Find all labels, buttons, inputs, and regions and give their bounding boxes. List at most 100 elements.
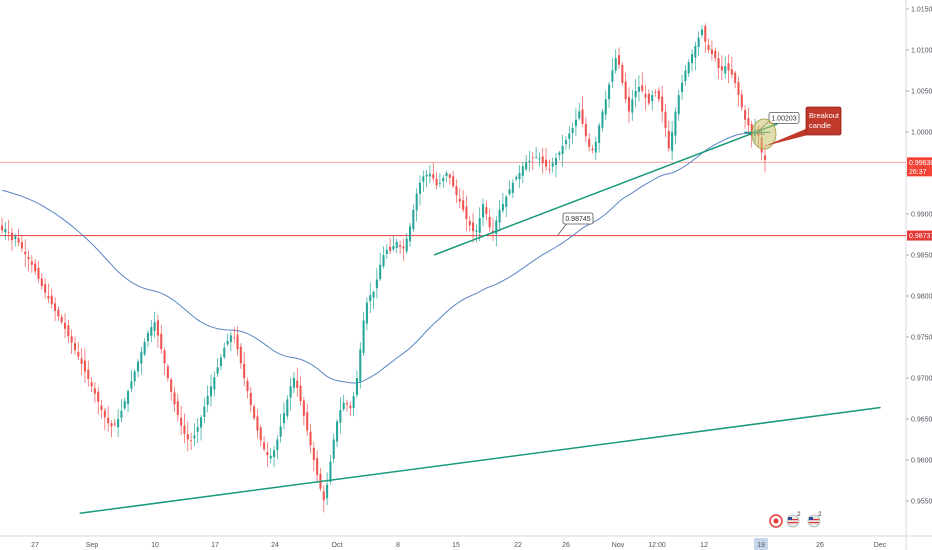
candle-body: [594, 141, 597, 153]
candle-body: [50, 295, 53, 305]
candle-body: [495, 220, 498, 234]
candle-body: [501, 204, 504, 211]
candle-body: [528, 160, 531, 162]
breakout-label-group[interactable]: Breakout candle: [765, 106, 842, 146]
candle-body: [282, 413, 286, 424]
price-tag-label: 0.98737: [909, 233, 932, 240]
candle-body: [10, 232, 13, 241]
candle-body: [554, 158, 558, 166]
candle-body: [130, 381, 133, 389]
price-tag-label: 26:37: [909, 169, 927, 176]
candles: [0, 23, 767, 513]
candle-body: [717, 58, 720, 69]
candle-body: [316, 458, 319, 475]
candle-body: [435, 178, 438, 186]
candle-body: [336, 421, 339, 442]
candle-body: [671, 132, 674, 152]
candle-body: [54, 303, 57, 311]
candle-body: [93, 388, 96, 394]
candle-body: [80, 358, 83, 365]
candle-body: [690, 54, 694, 64]
candle-body: [472, 222, 475, 232]
candle-body: [548, 168, 551, 170]
candle-body: [505, 196, 508, 207]
candle-body: [332, 439, 335, 459]
candle-body: [418, 182, 422, 194]
callout-2-group[interactable]: 0.98745: [557, 212, 594, 236]
candle-body: [412, 209, 415, 230]
candle-body: [478, 218, 481, 233]
candle-body: [515, 177, 518, 180]
candle-body: [239, 346, 242, 364]
candle-body: [249, 392, 252, 406]
candle-body: [352, 396, 355, 408]
candle-body: [621, 64, 624, 83]
candle-body: [73, 343, 77, 351]
us-flag-icon[interactable]: [786, 514, 800, 528]
candle-body: [409, 226, 412, 242]
candle-body: [272, 450, 276, 458]
candle-body: [263, 442, 266, 450]
candle-body: [306, 412, 309, 431]
candle-body: [511, 182, 514, 193]
candle-body: [87, 369, 90, 379]
callout-2-pointer: [557, 222, 568, 236]
candle-body: [498, 209, 501, 223]
candle-body: [216, 367, 219, 374]
candle-body: [292, 378, 295, 388]
candle-body: [710, 49, 713, 55]
candle-body: [269, 455, 272, 459]
candle-body: [581, 109, 584, 124]
candle-body: [186, 434, 189, 440]
events-count-1: 2: [797, 511, 801, 518]
candle-body: [661, 96, 664, 112]
candle-body: [654, 92, 657, 93]
time-tick-label: 8: [396, 542, 400, 549]
breakout-label-line1: Breakout: [809, 111, 840, 120]
candle-body: [395, 241, 398, 248]
price-axis[interactable]: 1.015001.010001.005001.000000.995000.990…: [906, 7, 932, 506]
candle-body: [508, 189, 511, 195]
candle-body: [34, 263, 37, 272]
candle-body: [309, 431, 312, 446]
candle-body: [651, 95, 654, 102]
candle-body: [422, 176, 425, 182]
candle-body: [369, 295, 372, 302]
candle-body: [385, 250, 388, 255]
candle-body: [259, 427, 262, 441]
price-tag-box: [907, 157, 932, 168]
candle-body: [601, 111, 604, 128]
time-tick-highlight: [754, 538, 768, 550]
candle-body: [133, 371, 136, 382]
moving-average-line: [1, 132, 766, 384]
time-tick-label: 26: [562, 542, 570, 549]
candle-body: [253, 406, 256, 419]
time-tick-label: 15: [452, 542, 460, 549]
candle-body: [7, 231, 10, 233]
candle-body: [541, 156, 544, 164]
candle-body: [611, 70, 614, 82]
time-tick-label: 24: [271, 542, 279, 549]
candle-body: [647, 93, 650, 104]
candle-body: [326, 484, 329, 499]
events-icon[interactable]: [769, 514, 783, 528]
candle-body: [491, 230, 495, 233]
candle-body: [694, 45, 697, 58]
candle-body: [637, 86, 640, 92]
candle-body: [604, 99, 607, 115]
candle-body: [296, 380, 299, 388]
candle-body: [518, 173, 521, 180]
candle-body: [402, 246, 405, 249]
candle-body: [90, 382, 93, 387]
candle-body: [156, 320, 159, 336]
candle-body: [209, 386, 213, 397]
indicator-icons[interactable]: 2 2: [769, 511, 822, 528]
breakout-highlight: [751, 118, 777, 150]
time-axis[interactable]: 27 Sep 10 17 24 Oct 8 15 22 26 Nov 12:00 12 19 26 Dec: [31, 538, 887, 550]
candle-body: [551, 163, 554, 167]
us-flag-icon-2[interactable]: [807, 514, 821, 528]
candle-body: [379, 264, 382, 280]
candle-body: [674, 111, 677, 136]
candle-body: [568, 133, 571, 139]
